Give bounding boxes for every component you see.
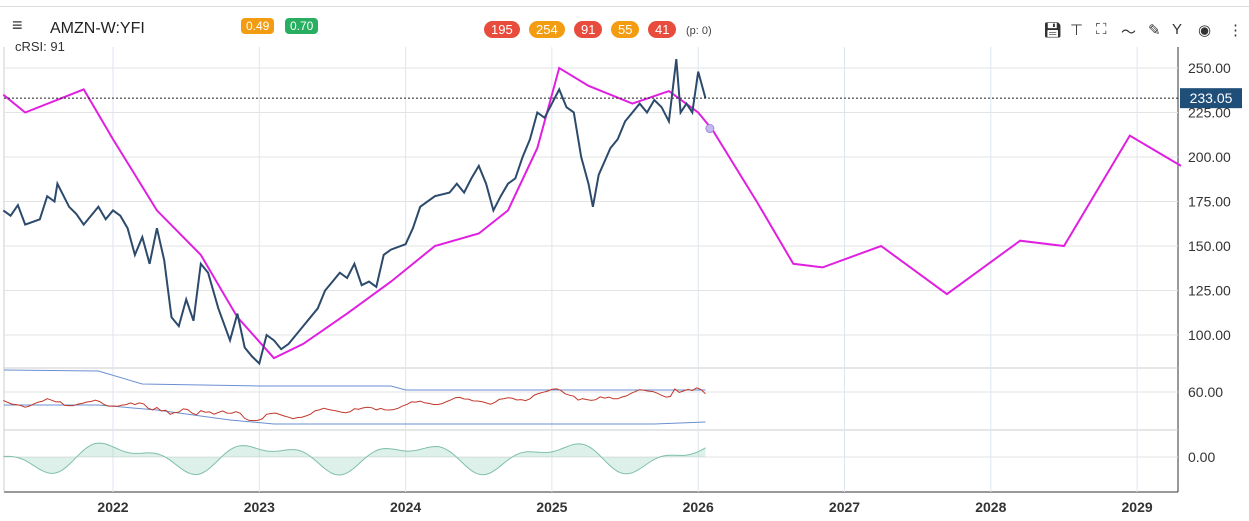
badge-green: 0.70	[285, 18, 319, 34]
cycle-line	[2, 66, 1182, 360]
crsi-label: cRSI: 91	[15, 39, 65, 54]
menu-icon[interactable]: ≡	[12, 15, 23, 35]
pane-tick-label: 0.00	[1188, 449, 1215, 465]
eye-icon[interactable]: ◉	[1198, 22, 1212, 39]
pin-icon[interactable]: ⊤	[1070, 22, 1084, 39]
x-tick-label: 2029	[1122, 499, 1153, 515]
save-icon[interactable]: 💾︎	[1043, 22, 1063, 39]
x-tick-label: 2022	[97, 499, 128, 515]
fullscreen-icon[interactable]: ⛶	[1096, 21, 1107, 38]
oscillator-line	[3, 442, 706, 476]
last-price-tag	[1180, 88, 1242, 109]
rsi-line	[3, 387, 706, 422]
cycle-pill: 254	[529, 21, 565, 38]
cycle-marker	[705, 124, 715, 134]
price-line	[2, 58, 707, 366]
x-tick-label: 2026	[683, 499, 714, 515]
fork-icon[interactable]: Y	[1172, 21, 1183, 38]
draw-icon[interactable]: ✎	[1148, 22, 1161, 39]
y-tick-label: 225.00	[1188, 105, 1231, 121]
cycle-pill: 195	[484, 21, 520, 38]
x-tick-label: 2028	[975, 499, 1006, 515]
symbol-title[interactable]: AMZN-W:YFI	[50, 20, 145, 37]
y-tick-label: 150.00	[1188, 238, 1231, 254]
trend-icon[interactable]: 〜	[1121, 24, 1137, 41]
y-tick-label: 175.00	[1188, 194, 1231, 210]
oscillator-fill	[3, 443, 706, 475]
more-icon[interactable]: ⋮	[1228, 22, 1243, 39]
upper-band	[3, 369, 706, 391]
x-tick-label: 2024	[390, 499, 421, 515]
y-tick-label: 200.00	[1188, 149, 1231, 165]
x-tick-label: 2025	[536, 499, 567, 515]
last-price-label: 233.05	[1190, 90, 1233, 106]
pane-tick-label: 60.00	[1188, 384, 1223, 400]
badge-orange: 0.49	[241, 18, 275, 34]
cycle-pill: 91	[574, 21, 603, 38]
cycle-pill: 55	[611, 21, 640, 38]
y-tick-label: 125.00	[1188, 283, 1231, 299]
top-border	[0, 6, 1249, 7]
lower-band	[4, 404, 706, 425]
p-label: (p: 0)	[686, 25, 712, 37]
y-tick-label: 100.00	[1188, 327, 1231, 343]
cycle-pill: 41	[648, 21, 677, 38]
x-tick-label: 2027	[829, 499, 860, 515]
y-tick-label: 250.00	[1188, 60, 1231, 76]
x-tick-label: 2023	[244, 499, 275, 515]
